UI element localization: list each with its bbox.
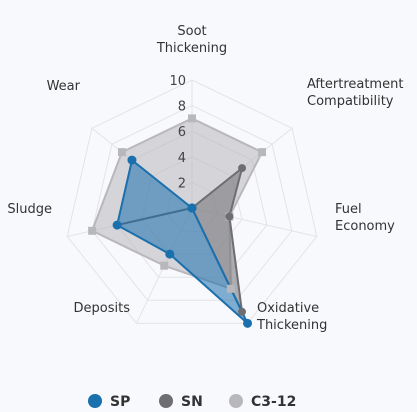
axis-label: Oxidative Thickening [256,301,327,333]
data-point-sp [243,318,253,328]
grid-ring [66,79,318,324]
tick-label: 10 [169,74,186,89]
data-point-c3-12 [188,114,196,123]
legend-label: C3-12 [251,394,296,410]
legend-label: SP [110,394,130,410]
grid-ring [91,105,293,301]
data-point-sn [238,164,247,173]
legend-item-c3-12[interactable]: C3-12 [229,394,296,410]
axis-label: Aftertreatment Compatibility [307,77,403,109]
axis-label-layer: Soot Thickening Aftertreatment Compatibilit… [7,24,403,333]
data-point-c3-12 [258,148,267,157]
data-point-c3-12 [160,261,169,270]
axis-label: Deposits [74,301,131,316]
data-point-c3-12 [88,226,97,235]
axis-label: Wear [47,79,81,94]
data-point-sn [237,307,246,316]
data-point-c3-12 [117,148,126,157]
data-point-c3-12 [226,284,235,293]
data-point-sp [112,220,122,230]
axis-label: Sludge [7,202,52,217]
legend-marker [88,394,102,408]
data-point-sp [187,203,197,213]
data-point-sp [127,155,137,165]
legend-marker [229,394,243,408]
series-area-sp [116,159,249,325]
legend-marker [159,394,173,408]
legend-label: SN [181,394,203,410]
legend-item-sp[interactable]: SP [88,394,130,410]
axis-label: Soot Thickening [156,24,227,56]
series-layer [88,114,267,328]
data-point-sp [165,249,175,259]
tick-label: 8 [178,100,186,115]
legend: SP SN C3-12 [88,394,296,410]
axis-label: Fuel Economy [335,202,395,234]
legend-item-sn[interactable]: SN [159,394,203,410]
tick-label: 2 [178,176,186,191]
tick-label: 6 [178,125,186,140]
tick-label: 4 [178,151,186,166]
tick-layer: 2 4 6 8 10 [169,74,186,191]
data-point-sn [225,212,234,221]
